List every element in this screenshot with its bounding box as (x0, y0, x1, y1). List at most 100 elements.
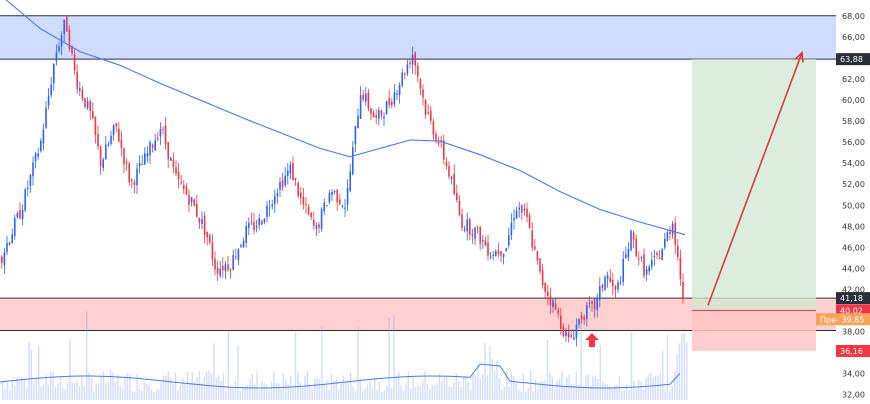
candle-body (263, 218, 266, 223)
volume-bar (676, 354, 678, 400)
volume-bar (642, 389, 645, 400)
volume-bar (414, 386, 417, 400)
candle-body (531, 230, 533, 248)
candle-body (37, 153, 39, 157)
candle-body (365, 93, 367, 102)
candle-body (307, 206, 310, 215)
candle-body (237, 249, 240, 261)
y-tick-label: 68,00 (842, 12, 865, 21)
volume-bar (491, 359, 493, 400)
volume-bar (42, 384, 45, 400)
volume-bar (136, 373, 138, 400)
volume-bar (153, 391, 155, 400)
volume-bar (513, 376, 515, 400)
candle-body (614, 286, 617, 290)
candle-body (294, 178, 297, 181)
candle-body (393, 92, 396, 105)
volume-bar (292, 386, 294, 400)
candle-body (466, 219, 468, 232)
volume-bar (501, 390, 503, 400)
candle-body (448, 165, 450, 177)
volume-bar (170, 377, 172, 400)
candle-body (34, 153, 37, 162)
volume-bar (434, 384, 436, 400)
volume-bar (462, 376, 465, 400)
volume-bar (448, 386, 450, 400)
y-tick-label: 56,00 (842, 138, 865, 147)
y-tick-label: 32,00 (842, 391, 865, 400)
candle-body (502, 254, 505, 258)
candle-body (479, 226, 481, 244)
candle-body (674, 222, 676, 245)
volume-bar (309, 384, 311, 400)
volume-bar (609, 386, 611, 400)
candle-body (53, 64, 55, 84)
volume-bar (268, 390, 270, 400)
volume-bar (422, 380, 424, 400)
volume-bar (678, 343, 681, 400)
volume-bar (9, 390, 11, 400)
volume-bar (230, 388, 232, 400)
volume-bar (165, 375, 167, 400)
volume-bar (141, 390, 143, 400)
volume-bar (110, 370, 112, 400)
candle-body (47, 95, 50, 106)
volume-bar (86, 311, 88, 400)
candle-body (222, 266, 224, 271)
candle-body (677, 245, 679, 258)
candle-body (640, 256, 643, 258)
volume-bar (162, 375, 165, 400)
candle-body (679, 257, 682, 280)
volume-bar (198, 370, 201, 400)
candle-body (336, 189, 338, 203)
candle-body (422, 89, 424, 98)
volume-bar (33, 382, 35, 400)
volume-bar (117, 374, 119, 400)
candle-body (271, 204, 273, 207)
volume-bar (599, 345, 601, 400)
y-tick-label: 38,00 (842, 328, 865, 337)
price-axis-background (836, 0, 870, 400)
volume-bar (477, 364, 479, 400)
volume-bar (249, 378, 251, 400)
volume-bar (278, 383, 280, 400)
price-tag-label: 41,18 (840, 294, 863, 303)
candle-body (281, 179, 284, 188)
candle-body (248, 223, 250, 228)
candle-body (547, 291, 549, 296)
volume-bar (578, 385, 580, 400)
volume-bar (635, 388, 637, 400)
candle-body (362, 94, 364, 100)
candle-body (505, 248, 507, 252)
candle-body (227, 264, 229, 270)
candle-body (94, 116, 97, 136)
candle-body (424, 100, 427, 115)
volume-bar (210, 373, 213, 400)
candle-body (396, 93, 398, 96)
volume-bar (390, 388, 393, 400)
candle-body (144, 153, 146, 165)
volume-bar (220, 380, 222, 400)
candle-body (21, 210, 24, 220)
candle-body (125, 161, 128, 164)
candle-body (123, 148, 125, 165)
volume-bar (347, 382, 349, 400)
candle-body (375, 115, 377, 118)
volume-bar (503, 386, 505, 400)
volume-bar (494, 371, 496, 400)
volume-bar (122, 388, 124, 400)
candle-body (276, 193, 279, 197)
volume-bar (131, 391, 133, 400)
candle-body (510, 222, 513, 236)
volume-bar (311, 388, 313, 400)
volume-bar (225, 390, 227, 400)
candle-body (55, 52, 58, 62)
candle-body (196, 203, 198, 217)
volume-bar (659, 372, 661, 400)
price-axis[interactable]: 68,00 66,00 62,00 60,00 58,00 56,00 54,00 52,00… (816, 0, 870, 400)
volume-bar (460, 387, 462, 400)
volume-bar (544, 379, 546, 400)
volume-bar (350, 372, 352, 400)
